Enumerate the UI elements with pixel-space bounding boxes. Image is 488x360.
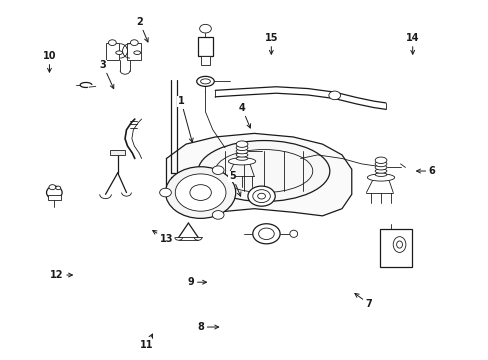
Ellipse shape: [392, 237, 405, 252]
Ellipse shape: [328, 91, 340, 100]
Ellipse shape: [228, 158, 255, 165]
Bar: [127, 42, 141, 60]
Ellipse shape: [196, 76, 214, 86]
Circle shape: [189, 185, 211, 201]
Text: 4: 4: [238, 103, 250, 128]
Ellipse shape: [374, 157, 386, 163]
Text: 7: 7: [354, 293, 371, 309]
Circle shape: [258, 228, 274, 239]
Ellipse shape: [396, 241, 402, 248]
Circle shape: [159, 188, 171, 197]
Circle shape: [257, 193, 265, 199]
Ellipse shape: [374, 173, 386, 176]
Ellipse shape: [374, 169, 386, 173]
Bar: [201, 56, 209, 64]
Circle shape: [247, 186, 275, 206]
Circle shape: [199, 24, 211, 33]
Text: 8: 8: [197, 322, 218, 332]
Ellipse shape: [374, 161, 386, 167]
Bar: [197, 37, 213, 56]
Text: 2: 2: [136, 17, 148, 42]
Ellipse shape: [134, 51, 141, 54]
Ellipse shape: [236, 141, 247, 147]
Text: 15: 15: [264, 33, 278, 54]
Polygon shape: [166, 134, 351, 216]
Text: 10: 10: [42, 51, 56, 72]
Ellipse shape: [236, 157, 247, 160]
Text: 9: 9: [187, 277, 206, 287]
Circle shape: [49, 185, 56, 190]
Ellipse shape: [236, 153, 247, 157]
Text: 14: 14: [405, 33, 419, 54]
Circle shape: [108, 40, 116, 45]
Ellipse shape: [236, 149, 247, 154]
Ellipse shape: [198, 140, 329, 202]
Bar: [379, 229, 411, 267]
Bar: [110, 149, 125, 155]
Ellipse shape: [200, 79, 210, 84]
Ellipse shape: [46, 186, 62, 199]
Text: 13: 13: [152, 230, 173, 244]
Text: 12: 12: [50, 270, 72, 280]
Text: 6: 6: [416, 166, 435, 176]
Circle shape: [252, 224, 280, 244]
Text: 5: 5: [228, 171, 241, 196]
Text: 1: 1: [177, 96, 193, 142]
Circle shape: [252, 190, 270, 203]
Circle shape: [130, 40, 138, 45]
Ellipse shape: [289, 230, 297, 237]
Text: 3: 3: [100, 60, 114, 89]
Ellipse shape: [215, 149, 312, 193]
Circle shape: [165, 167, 235, 219]
Circle shape: [56, 186, 61, 190]
Ellipse shape: [374, 165, 386, 170]
Bar: [105, 42, 119, 60]
Ellipse shape: [236, 145, 247, 150]
Text: 11: 11: [140, 334, 153, 350]
Circle shape: [212, 166, 224, 175]
Circle shape: [212, 211, 224, 219]
Circle shape: [175, 174, 225, 211]
Ellipse shape: [116, 51, 122, 54]
Bar: [47, 195, 61, 200]
Ellipse shape: [366, 174, 394, 181]
